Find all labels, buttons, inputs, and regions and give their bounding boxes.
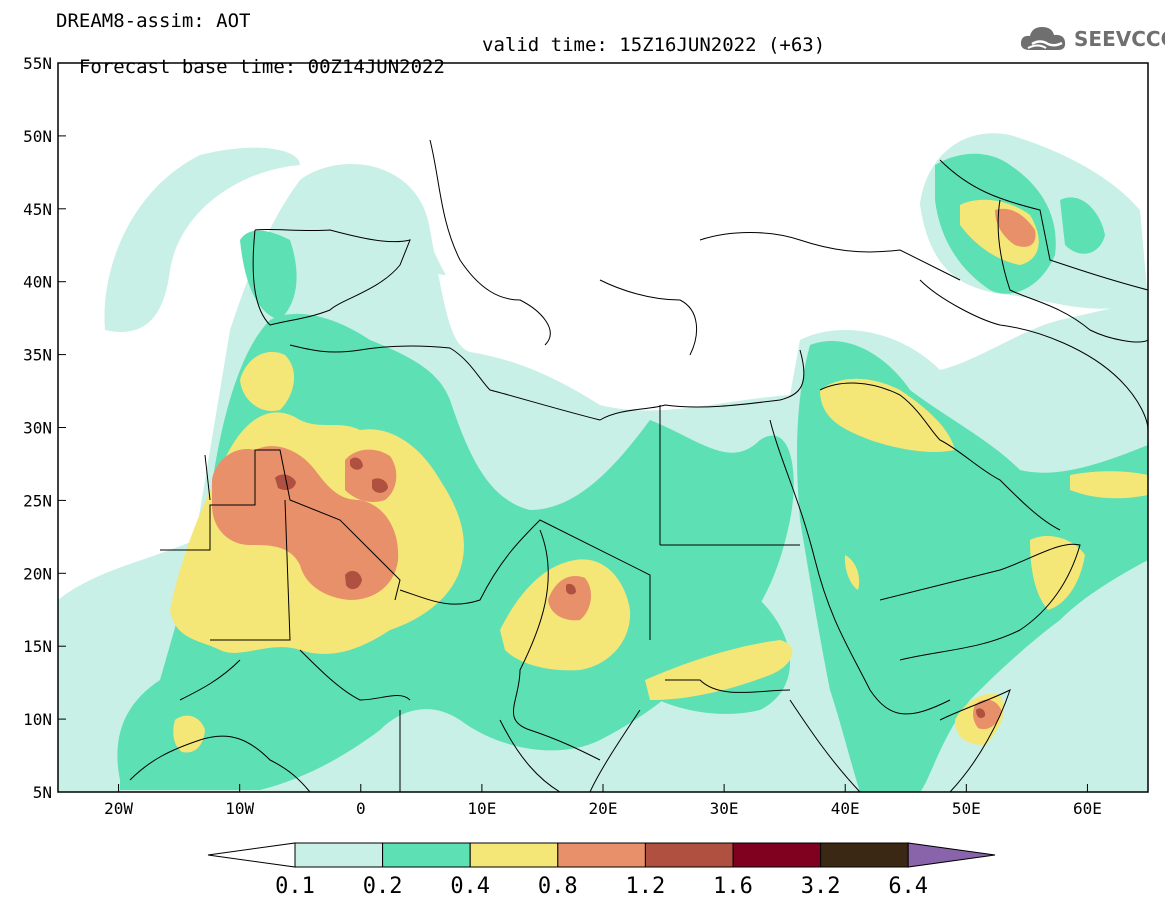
colorbar-segment [382, 842, 471, 868]
lon-label: 20W [104, 799, 133, 818]
lat-label: 20N [23, 564, 52, 583]
colorbar-label: 0.1 [275, 874, 315, 899]
colorbar-segment [644, 842, 734, 868]
colorbar-label: 3.2 [801, 874, 841, 899]
colorbar-under-arrow [207, 842, 296, 868]
base-time: Forecast base time: 00Z14JUN2022 [78, 56, 445, 78]
aot-level-1-2 [275, 457, 986, 718]
lon-label: 0 [356, 799, 366, 818]
lat-label: 35N [23, 346, 52, 365]
lat-label: 50N [23, 127, 52, 146]
colorbar-segment [469, 842, 559, 868]
lat-label: 25N [23, 491, 52, 510]
seevccc-logo: SEEVCCC [1018, 22, 1165, 56]
forecast-times: Forecast base time: 00Z14JUN2022 valid t… [56, 34, 825, 100]
cloud-icon [1020, 27, 1066, 50]
lat-label: 30N [23, 419, 52, 438]
colorbar-label: 0.8 [538, 874, 578, 899]
colorbar-segment [732, 842, 822, 868]
lon-label: 10E [467, 799, 496, 818]
colorbar-label: 1.2 [626, 874, 666, 899]
lat-label: 55N [23, 54, 52, 73]
colorbar-label: 6.4 [888, 874, 928, 899]
lon-label: 20E [589, 799, 618, 818]
valid-time: valid time: 15Z16JUN2022 (+63) [482, 34, 826, 56]
lat-label: 45N [23, 200, 52, 219]
colorbar-label: 1.6 [713, 874, 753, 899]
map-title: DREAM8-assim: AOT [56, 10, 251, 32]
country-borders [129, 139, 1148, 792]
latitude-axis: 55N 50N 45N 40N 35N 30N 25N 20N 15N 10N 5N [23, 54, 66, 802]
lon-label: 40E [831, 799, 860, 818]
colorbar-segment [294, 842, 384, 868]
colorbar-label: 0.4 [450, 874, 490, 899]
logo-text: SEEVCCC [1074, 27, 1165, 51]
colorbar-segment [820, 842, 909, 868]
colorbar-over-arrow [907, 842, 996, 868]
colorbar-label: 0.2 [363, 874, 403, 899]
lat-label: 10N [23, 710, 52, 729]
lon-label: 30E [710, 799, 739, 818]
longitude-axis: 20W 10W 0 10E 20E 30E 40E 50E 60E [104, 784, 1102, 818]
aot-field [58, 133, 1148, 792]
colorbar-segment [557, 842, 646, 868]
lat-label: 15N [23, 637, 52, 656]
lat-label: 40N [23, 273, 52, 292]
lat-label: 5N [33, 783, 52, 802]
lon-label: 60E [1073, 799, 1102, 818]
lon-label: 50E [952, 799, 981, 818]
lon-label: 10W [225, 799, 254, 818]
colorbar: 0.1 0.2 0.4 0.8 1.2 1.6 3.2 6.4 [207, 842, 996, 899]
